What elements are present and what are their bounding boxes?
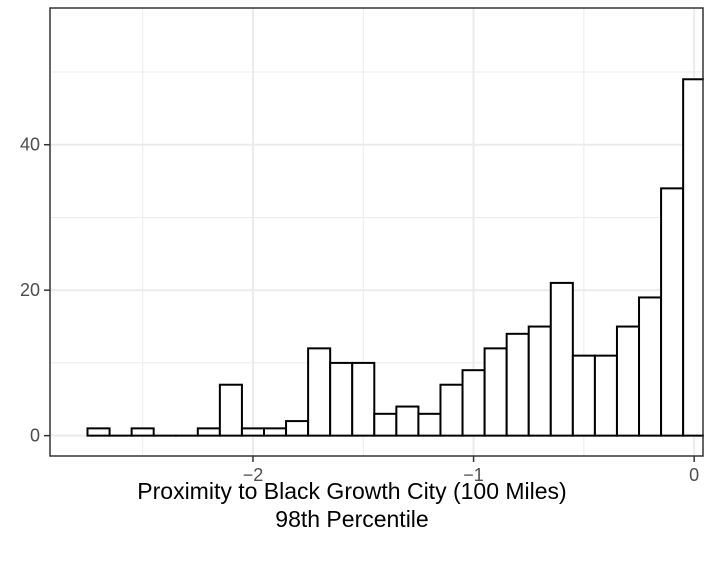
histogram-bar [485, 348, 507, 435]
histogram-bar [418, 414, 440, 436]
histogram-bar [551, 283, 573, 436]
y-tick-label: 20 [20, 280, 40, 300]
histogram-bar [198, 428, 220, 435]
x-axis-title: Proximity to Black Growth City (100 Mile… [0, 478, 704, 504]
histogram-bar [507, 334, 529, 436]
histogram-bar [242, 428, 264, 435]
histogram-bar [352, 363, 374, 436]
histogram-bar [683, 79, 704, 435]
histogram-bar [617, 327, 639, 436]
x-axis-subtitle: 98th Percentile [0, 506, 704, 532]
histogram-bar [396, 407, 418, 436]
histogram-bar [573, 356, 595, 436]
histogram-bars [88, 28, 704, 435]
histogram-bar [529, 327, 551, 436]
y-tick-label: 0 [30, 426, 40, 446]
histogram-bar [639, 297, 661, 435]
histogram-bar [595, 356, 617, 436]
histogram-bar [440, 385, 462, 436]
histogram-bar [661, 188, 683, 435]
histogram-bar [220, 385, 242, 436]
histogram-bar [308, 348, 330, 435]
histogram-bar [132, 428, 154, 435]
histogram-bar [330, 363, 352, 436]
histogram-bar [374, 414, 396, 436]
histogram-bar [286, 421, 308, 436]
y-tick-label: 40 [20, 135, 40, 155]
histogram-bar [463, 370, 485, 435]
histogram-bar [264, 428, 286, 435]
histogram-bar [88, 428, 110, 435]
